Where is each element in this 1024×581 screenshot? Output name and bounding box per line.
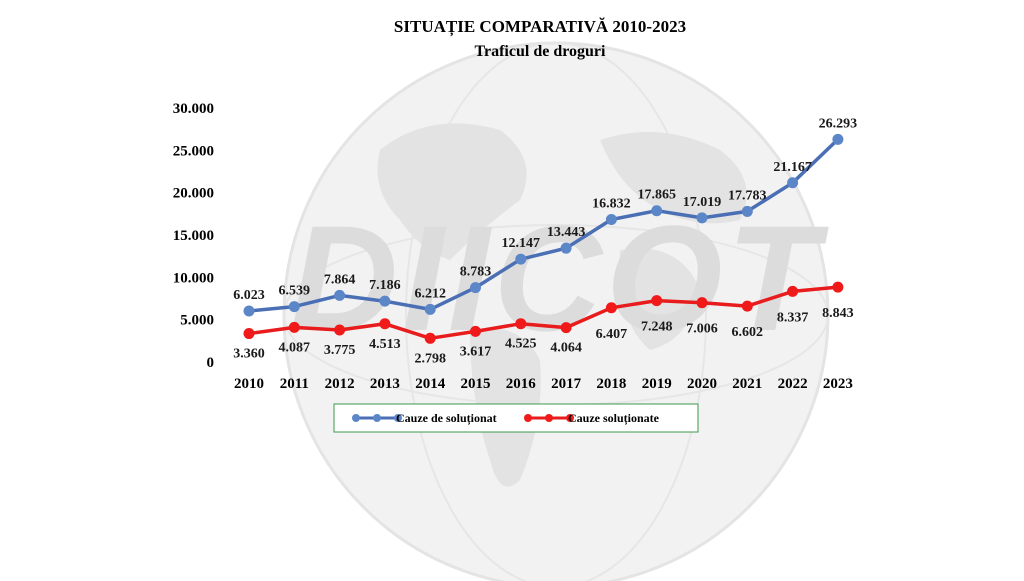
data-label: 6.539	[279, 284, 311, 299]
series-lines	[248, 138, 840, 341]
data-point	[560, 242, 572, 254]
data-point	[787, 285, 799, 297]
y-tick-label: 25.000	[173, 143, 214, 159]
data-label: 6.602	[732, 325, 764, 340]
data-point	[379, 295, 391, 307]
legend-marker	[524, 414, 532, 422]
data-point	[243, 328, 255, 340]
data-point	[379, 318, 391, 330]
x-tick-label: 2021	[732, 376, 762, 392]
data-point	[696, 212, 708, 224]
data-point	[424, 303, 436, 315]
data-label: 8.337	[777, 310, 809, 325]
x-tick-label: 2019	[642, 376, 672, 392]
data-label: 12.147	[502, 236, 541, 251]
data-point	[424, 332, 436, 344]
series-line-0	[248, 138, 840, 313]
data-point	[651, 295, 663, 307]
legend-label-1: Cauze soluționate	[568, 411, 660, 426]
x-tick-label: 2010	[234, 376, 264, 392]
data-label: 3.360	[233, 347, 265, 362]
watermark-text: DIICOT	[290, 194, 830, 362]
y-axis: 0 5.000 10.000 15.000 20.000 25.000 30.000	[173, 101, 214, 371]
data-point	[832, 133, 844, 145]
x-tick-label: 2017	[551, 376, 582, 392]
data-point	[832, 281, 844, 293]
x-tick-label: 2018	[596, 376, 626, 392]
data-label: 6.023	[233, 288, 265, 303]
data-label: 3.617	[460, 344, 492, 359]
y-tick-label: 10.000	[173, 270, 214, 286]
x-tick-label: 2020	[687, 376, 717, 392]
x-tick-label: 2014	[415, 376, 446, 392]
data-point	[243, 305, 255, 317]
y-tick-label: 15.000	[173, 228, 214, 244]
data-point	[696, 297, 708, 309]
data-label: 16.832	[592, 196, 631, 211]
series-markers	[243, 133, 844, 344]
legend-marker	[352, 414, 360, 422]
data-label: 4.087	[279, 340, 311, 355]
data-point	[470, 282, 481, 294]
data-point	[288, 301, 300, 313]
data-labels: 6.023 6.539 7.864 7.186 6.212 8.783 12.147 13.4…	[233, 116, 857, 366]
data-label: 4.525	[505, 337, 537, 352]
data-point	[515, 318, 527, 330]
x-tick-label: 2013	[370, 376, 400, 392]
data-point	[787, 177, 799, 189]
legend-marker	[545, 414, 553, 422]
data-point	[560, 322, 572, 334]
y-tick-label: 30.000	[173, 101, 214, 117]
x-tick-label: 2016	[506, 376, 537, 392]
data-label: 26.293	[819, 116, 858, 131]
data-label: 3.775	[324, 343, 356, 358]
data-label: 7.186	[369, 278, 401, 293]
data-label: 17.019	[683, 195, 722, 210]
data-point	[334, 324, 346, 336]
data-point	[288, 321, 300, 333]
legend-marker	[373, 414, 381, 422]
data-label: 4.064	[550, 341, 582, 356]
data-point	[515, 253, 527, 265]
x-axis: 2010 2011 2012 2013 2014 2015 2016 2017 2018 2019…	[234, 376, 853, 392]
data-label: 17.865	[637, 188, 676, 203]
legend-marker	[566, 414, 574, 422]
x-tick-label: 2023	[823, 376, 853, 392]
chart-subtitle: Traficul de droguri	[475, 43, 607, 60]
data-point	[470, 325, 481, 337]
data-point	[605, 302, 617, 314]
data-label: 7.248	[641, 320, 673, 335]
data-label: 8.843	[822, 306, 854, 321]
y-tick-label: 0	[207, 355, 215, 371]
data-label: 17.783	[728, 188, 767, 203]
data-label: 6.407	[596, 327, 628, 342]
y-tick-label: 20.000	[173, 186, 214, 202]
x-tick-label: 2022	[778, 376, 808, 392]
data-point	[741, 300, 753, 312]
data-label: 2.798	[414, 351, 446, 366]
x-tick-label: 2011	[280, 376, 309, 392]
data-label: 13.443	[547, 225, 586, 240]
data-label: 8.783	[460, 265, 492, 280]
legend: Cauze de soluționat Cauze soluționate	[333, 403, 699, 433]
data-label: 4.513	[369, 337, 401, 352]
legend-marker	[394, 414, 402, 422]
x-tick-label: 2015	[461, 376, 491, 392]
data-point	[651, 205, 663, 217]
series-line-1	[248, 285, 839, 341]
data-label: 6.212	[414, 286, 446, 301]
globe-watermark: DIICOT	[282, 41, 830, 581]
data-label: 7.006	[686, 322, 718, 337]
data-label: 21.167	[773, 160, 812, 175]
data-point	[605, 213, 617, 225]
y-tick-label: 5.000	[180, 313, 214, 329]
chart-title: SITUAȚIE COMPARATIVĂ 2010-2023	[394, 17, 686, 37]
data-label: 7.864	[324, 272, 356, 287]
data-point	[334, 289, 346, 301]
data-point	[741, 205, 753, 217]
x-tick-label: 2012	[325, 376, 355, 392]
legend-label-0: Cauze de soluționat	[396, 411, 497, 426]
